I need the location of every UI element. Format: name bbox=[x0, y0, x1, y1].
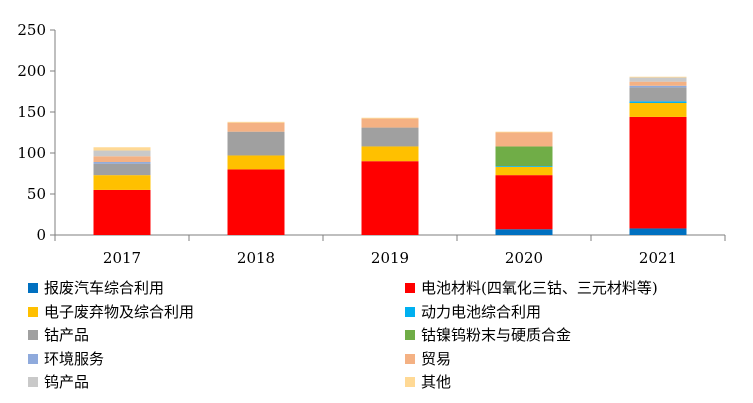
bar-segment bbox=[495, 131, 553, 133]
y-tick-label: 100 bbox=[17, 144, 46, 162]
bar-segment bbox=[495, 175, 553, 230]
bar-segment bbox=[629, 102, 687, 117]
bar-segment bbox=[227, 121, 285, 123]
y-tick-label: 150 bbox=[17, 103, 46, 121]
bar-segment bbox=[93, 163, 151, 176]
bar-segment bbox=[629, 101, 687, 103]
x-tick-label: 2019 bbox=[371, 249, 409, 267]
bar-segment bbox=[361, 127, 419, 147]
bar-segment bbox=[93, 189, 151, 235]
bar-segment bbox=[629, 87, 687, 102]
bar-segment bbox=[629, 81, 687, 86]
bar-segment bbox=[93, 162, 151, 164]
bar-segment bbox=[227, 131, 285, 156]
x-tick-label: 2017 bbox=[103, 249, 141, 267]
bar-segment bbox=[495, 146, 553, 167]
x-tick-label: 2021 bbox=[639, 249, 677, 267]
bar-segment bbox=[93, 175, 151, 190]
bar-segment bbox=[227, 122, 285, 132]
bar-segment bbox=[629, 116, 687, 229]
bar-segment bbox=[495, 166, 553, 167]
bar-segment bbox=[495, 132, 553, 147]
y-tick-label: 50 bbox=[27, 185, 46, 203]
bar-segment bbox=[629, 228, 687, 235]
bar-segment bbox=[495, 166, 553, 176]
x-tick-label: 2018 bbox=[237, 249, 275, 267]
x-tick-label: 2020 bbox=[505, 249, 543, 267]
bar-segment bbox=[361, 117, 419, 119]
bar-segment bbox=[227, 169, 285, 235]
bar-segment bbox=[93, 156, 151, 163]
bar-segment bbox=[361, 118, 419, 128]
bar-segment bbox=[629, 85, 687, 88]
y-tick-label: 0 bbox=[36, 226, 46, 244]
bar-segment bbox=[629, 77, 687, 82]
bar-segment bbox=[629, 76, 687, 78]
bar-segment bbox=[361, 161, 419, 235]
bar-segment bbox=[93, 150, 151, 157]
y-tick-label: 200 bbox=[17, 62, 46, 80]
bar-segment bbox=[361, 146, 419, 162]
bar-segment bbox=[93, 147, 151, 151]
bar-segment bbox=[227, 155, 285, 170]
y-tick-label: 250 bbox=[17, 21, 46, 39]
bar-segment bbox=[495, 229, 553, 235]
